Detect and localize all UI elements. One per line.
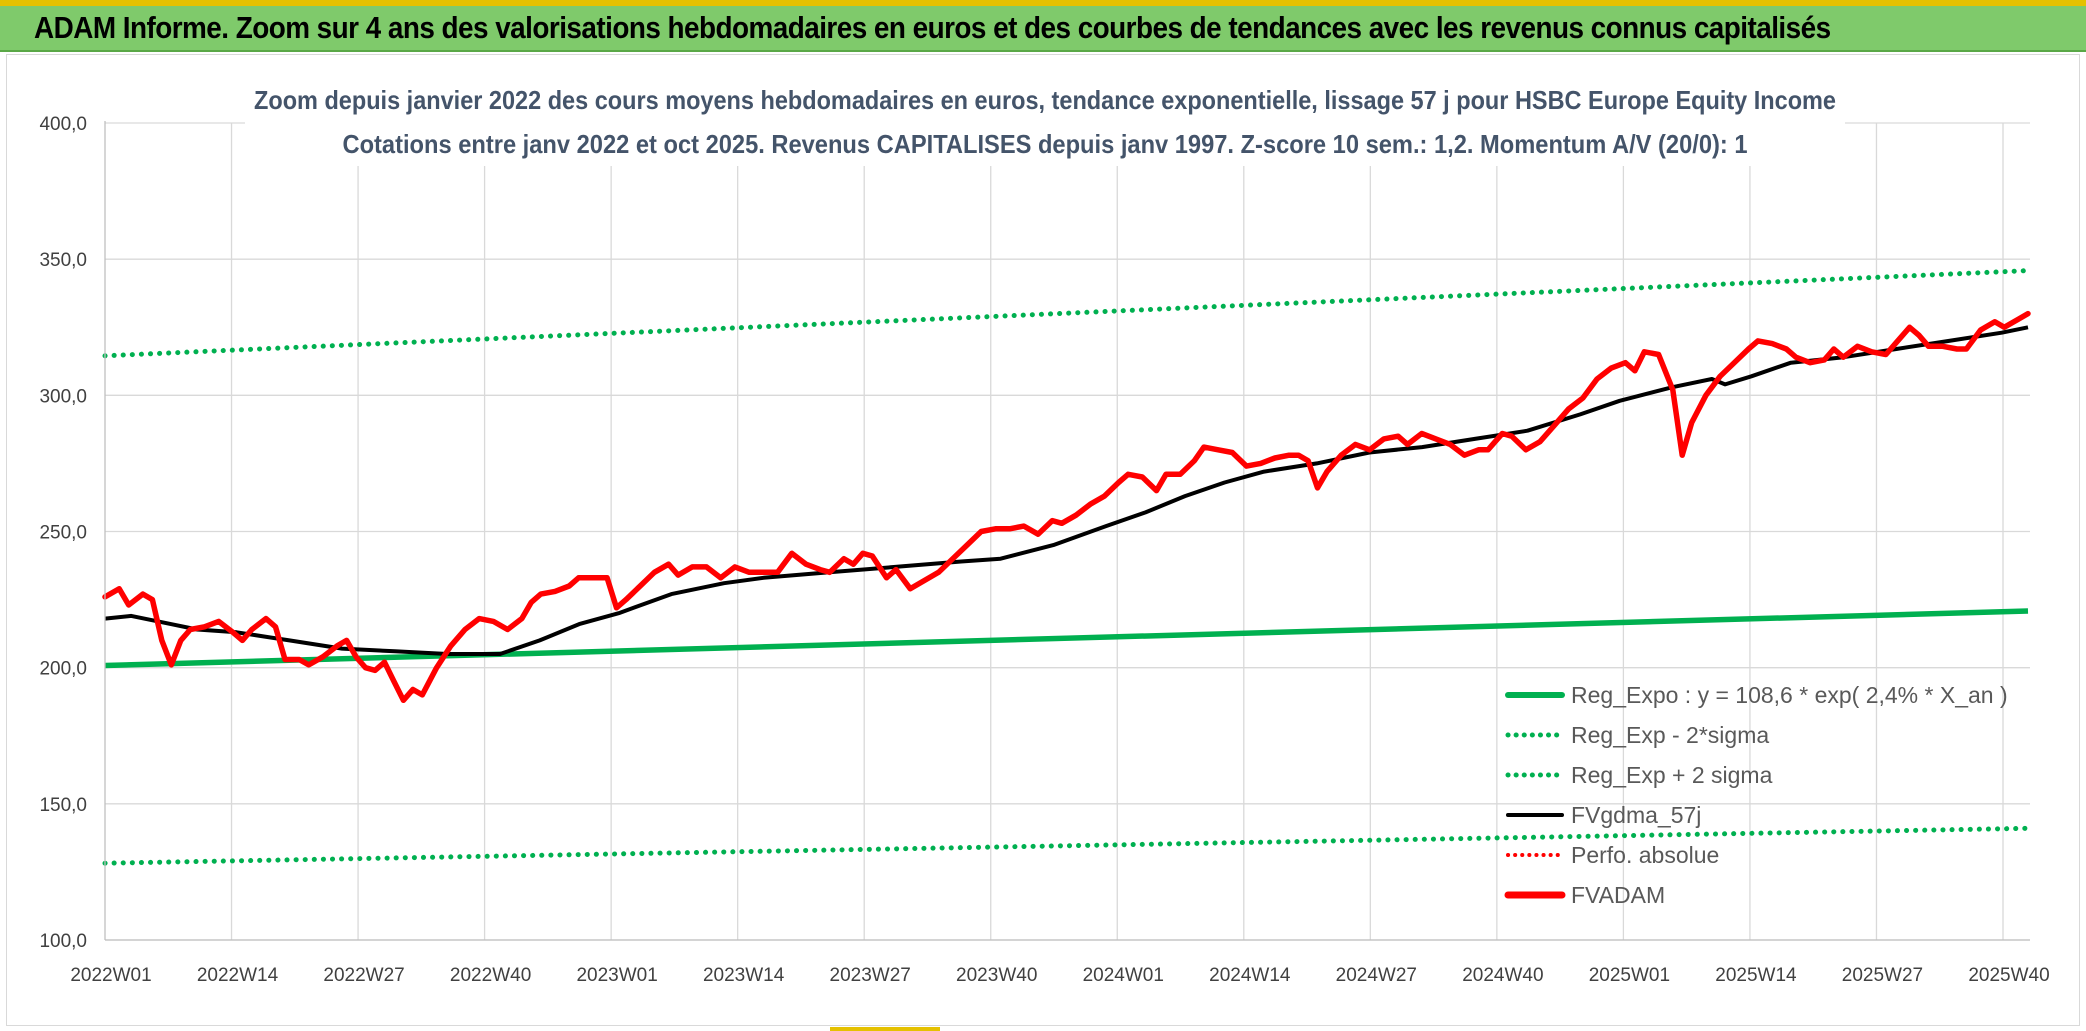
chart-title-line-2: Cotations entre janv 2022 et oct 2025. R…	[343, 129, 1748, 159]
legend-entry-fvadam-label: FVADAM	[1571, 882, 1665, 908]
y-tick-label: 200,0	[39, 659, 87, 680]
legend-entry-fvgdma-57j-label: FVgdma_57j	[1571, 802, 1701, 828]
y-tick-label: 350,0	[39, 250, 87, 271]
y-tick-label: 150,0	[39, 795, 87, 816]
series-reg-exp-plus-2sigma	[102, 268, 2031, 359]
legend-entry-reg-exp-plus-2sigma-label: Reg_Exp + 2 sigma	[1571, 762, 1773, 788]
chart-title-bg-2	[325, 122, 1765, 166]
x-tick-label: 2022W27	[323, 965, 404, 986]
legend-entry-reg-expo-label: Reg_Expo : y = 108,6 * exp( 2,4% * X_an …	[1571, 682, 2008, 708]
x-tick-label: 2024W14	[1209, 965, 1291, 986]
top-accent-bar	[0, 0, 2086, 6]
x-tick-label: 2025W40	[1968, 965, 2049, 986]
y-tick-label: 300,0	[39, 386, 87, 407]
x-tick-label: 2024W27	[1336, 965, 1417, 986]
bottom-accent-bar	[0, 1027, 2086, 1031]
chart-title-line-1: Zoom depuis janvier 2022 des cours moyen…	[254, 85, 1836, 115]
x-tick-label: 2023W27	[830, 965, 911, 986]
x-tick-label: 2024W40	[1462, 965, 1543, 986]
series-reg-expo	[104, 608, 2029, 669]
x-tick-label: 2023W01	[576, 965, 657, 986]
y-tick-label: 100,0	[39, 931, 87, 952]
x-tick-label: 2024W01	[1083, 965, 1164, 986]
legend: Reg_Expo : y = 108,6 * exp( 2,4% * X_an …	[1504, 682, 2008, 908]
series-fvgdma-57j	[104, 325, 2029, 656]
bottom-accent-mark	[830, 1027, 940, 1031]
x-tick-label: 2022W40	[450, 965, 531, 986]
y-tick-label: 250,0	[39, 523, 87, 544]
x-tick-label: 2022W14	[197, 965, 279, 986]
axis-layer: 400,0 350,0 300,0 250,0 200,0 150,0 100,0 2022W…	[39, 114, 2049, 986]
y-tick-label: 400,0	[39, 114, 87, 135]
x-tick-label: 2022W01	[70, 965, 151, 986]
series-layer	[102, 268, 2031, 866]
page-title: ADAM Informe. Zoom sur 4 ans des valoris…	[34, 10, 1831, 45]
chart-title-bg-1	[245, 80, 1845, 124]
x-tick-label: 2025W01	[1589, 965, 1670, 986]
x-tick-label: 2025W27	[1842, 965, 1923, 986]
chart-title-group: Zoom depuis janvier 2022 des cours moyen…	[245, 80, 1845, 166]
legend-entry-reg-exp-minus-2sigma-label: Reg_Exp - 2*sigma	[1571, 722, 1769, 748]
grid-layer	[105, 122, 2030, 941]
legend-entry-perfo-absolue-label: Perfo. absolue	[1571, 842, 1719, 868]
header-bar: ADAM Informe. Zoom sur 4 ans des valoris…	[0, 6, 2086, 52]
x-tick-label: 2023W40	[956, 965, 1037, 986]
series-fvadam	[102, 310, 2031, 704]
x-tick-label: 2025W14	[1715, 965, 1797, 986]
chart-frame	[6, 54, 2080, 1026]
x-tick-label: 2023W14	[703, 965, 785, 986]
series-reg-exp-minus-2sigma	[102, 825, 2031, 866]
